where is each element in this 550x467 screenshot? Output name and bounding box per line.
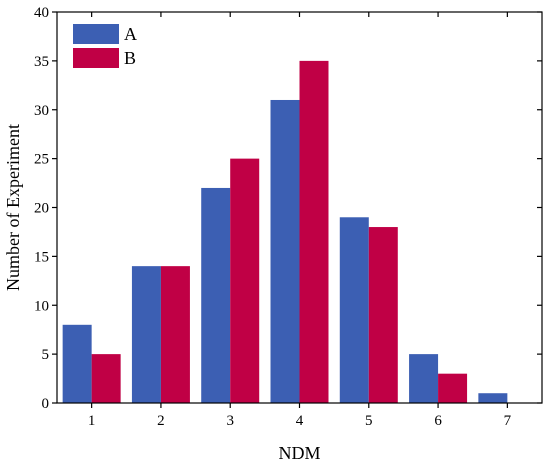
y-tick-label: 30	[34, 103, 49, 119]
bar-B-4	[299, 60, 329, 403]
y-axis-title: Number of Experiment	[3, 124, 23, 291]
bar-A-7	[478, 393, 508, 403]
x-axis-title: NDM	[278, 443, 320, 463]
y-tick-label: 15	[34, 249, 49, 265]
bar-A-2	[131, 266, 161, 403]
y-tick-label: 0	[42, 396, 50, 412]
legend-label-B: B	[124, 48, 136, 68]
bar-A-5	[339, 217, 369, 403]
x-tick-label: 3	[226, 413, 234, 429]
x-tick-label: 4	[296, 413, 304, 429]
bar-A-3	[201, 187, 231, 403]
y-tick-label: 35	[34, 54, 49, 70]
x-axis: 1 2 3 4 5 6 7	[88, 12, 512, 429]
bar-B-3	[230, 158, 260, 403]
x-tick-label: 7	[504, 413, 512, 429]
bars-layer	[62, 60, 508, 403]
y-tick-label: 25	[34, 152, 49, 168]
x-tick-label: 5	[365, 413, 373, 429]
y-tick-label: 5	[42, 347, 50, 363]
legend-swatch-A	[73, 24, 119, 44]
bar-B-1	[91, 354, 121, 403]
bar-B-6	[438, 373, 468, 403]
legend: AB	[73, 24, 137, 68]
legend-swatch-B	[73, 48, 119, 68]
bar-B-2	[160, 266, 190, 403]
bar-A-4	[270, 99, 300, 403]
y-axis: 0 5 10 15 20 25 30 35 40	[34, 5, 542, 412]
y-tick-label: 40	[34, 5, 49, 21]
y-tick-label: 20	[34, 201, 49, 217]
y-tick-label: 10	[34, 298, 49, 314]
x-tick-label: 2	[157, 413, 165, 429]
x-tick-label: 6	[434, 413, 442, 429]
bar-B-5	[368, 227, 398, 403]
x-tick-label: 1	[88, 413, 96, 429]
bar-A-6	[409, 354, 439, 403]
legend-label-A: A	[124, 24, 137, 44]
bar-A-1	[62, 324, 92, 403]
